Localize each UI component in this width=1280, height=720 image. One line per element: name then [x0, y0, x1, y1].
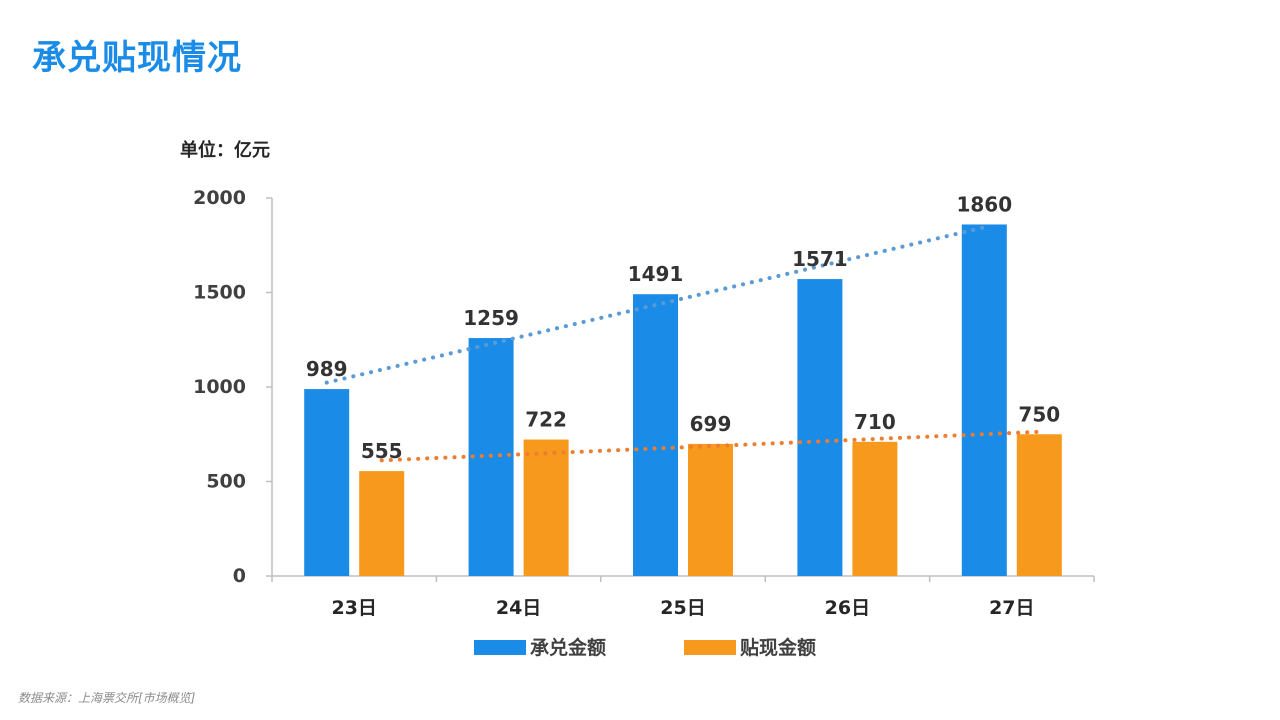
data-label: 750 [1018, 402, 1060, 426]
x-tick-label: 26日 [825, 597, 870, 619]
bar [523, 439, 569, 576]
chart-axes: 0 500 1000 1500 2000 23日 24日 25日 26日 27日 [193, 187, 1095, 619]
unit-label: 单位：亿元 [180, 139, 270, 161]
chart-data-labels: 989 1259 1491 1571 1860 555 722 699 710 750 [306, 192, 1060, 463]
data-label: 555 [361, 439, 403, 463]
legend-swatch [684, 640, 736, 655]
y-tick-label: 2000 [193, 187, 246, 209]
trendline [379, 429, 1042, 463]
bar [359, 471, 405, 576]
data-label: 1491 [628, 262, 684, 286]
x-tick-label: 27日 [989, 597, 1034, 619]
data-label: 989 [306, 357, 348, 381]
legend-label: 承兑金额 [530, 636, 606, 659]
data-label: 699 [690, 412, 732, 436]
y-tick-label: 0 [233, 565, 246, 587]
y-tick-label: 1500 [193, 282, 246, 304]
data-label: 722 [525, 408, 567, 432]
chart-legend: 承兑金额 贴现金额 [474, 636, 816, 659]
data-label: 1259 [463, 306, 519, 330]
data-label: 710 [854, 410, 896, 434]
bar [1016, 434, 1062, 576]
bar [852, 441, 898, 576]
chart-bars [304, 224, 1062, 576]
y-tick-label: 1000 [193, 376, 246, 398]
bar [633, 294, 678, 576]
data-label: 1571 [792, 247, 848, 271]
x-tick-label: 24日 [496, 597, 541, 619]
bar [688, 443, 733, 576]
bar [961, 224, 1007, 576]
trendline [324, 225, 987, 385]
x-tick-label: 23日 [331, 597, 376, 619]
bar [304, 389, 350, 576]
page-title: 承兑贴现情况 [32, 38, 242, 78]
data-label: 1860 [956, 192, 1012, 216]
legend-label: 贴现金额 [740, 636, 816, 659]
legend-swatch [474, 640, 526, 655]
source-note: 数据来源：上海票交所[市场概览] [18, 691, 196, 705]
bar [797, 279, 843, 576]
chart-trendlines [324, 225, 1042, 463]
y-tick-label: 500 [206, 471, 246, 493]
x-tick-label: 25日 [660, 597, 705, 619]
